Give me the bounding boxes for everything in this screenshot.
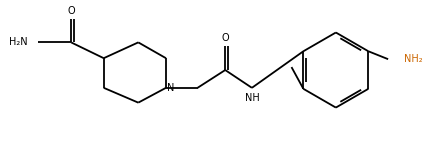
Text: N: N bbox=[167, 83, 175, 93]
Text: O: O bbox=[221, 33, 229, 43]
Text: NH: NH bbox=[244, 93, 259, 103]
Text: H₂N: H₂N bbox=[9, 37, 28, 47]
Text: NH₂: NH₂ bbox=[404, 54, 422, 64]
Text: O: O bbox=[67, 6, 75, 16]
